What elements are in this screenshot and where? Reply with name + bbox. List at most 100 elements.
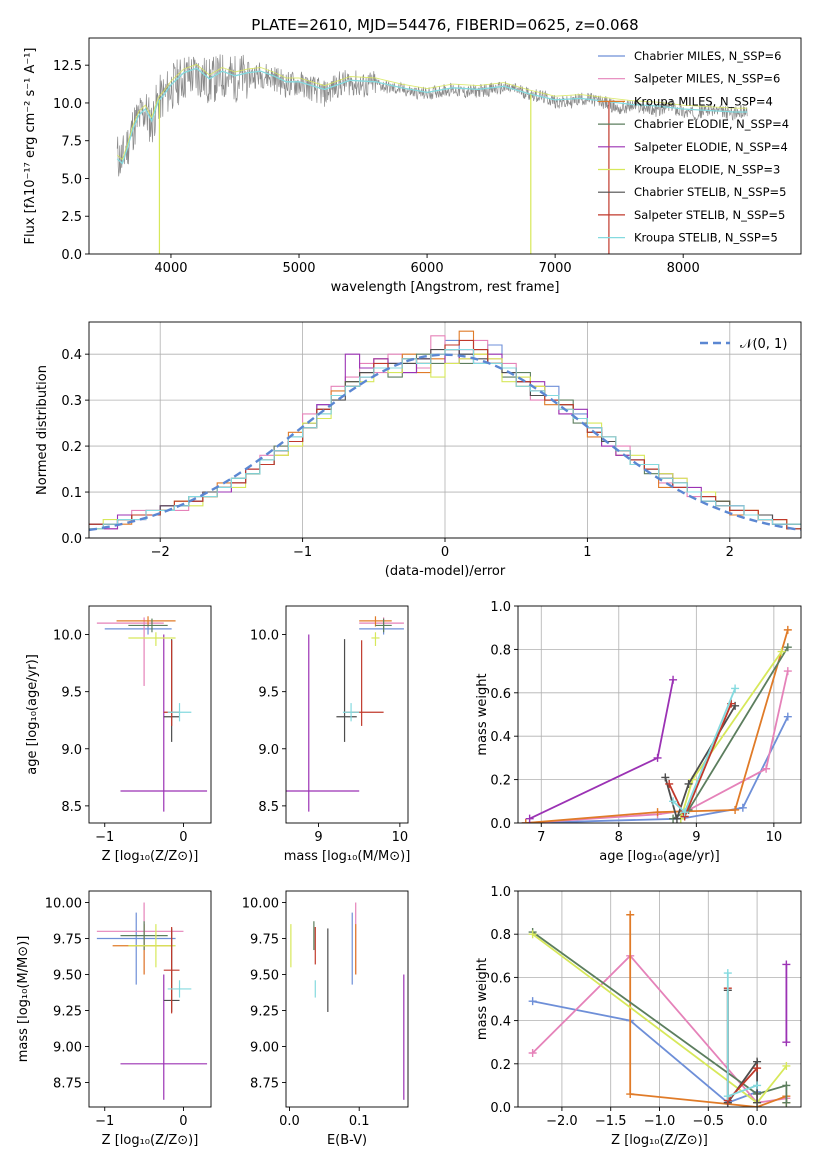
y-tick-label: 9.50 [250, 969, 279, 984]
x-tick-label: 0.1 [349, 1114, 370, 1129]
axes-frame [285, 605, 409, 824]
errorbar-point [128, 632, 176, 646]
weight-marker [669, 675, 678, 684]
x-tick-label: 0 [441, 545, 449, 560]
y-tick-label: 9.00 [53, 1041, 82, 1056]
weight-marker [723, 969, 732, 978]
weight-series-line [531, 954, 787, 1104]
weight-series [782, 960, 791, 1047]
x-axis-label: Z [log₁₀(Z/Z⊙)] [102, 1133, 199, 1148]
y-axis-label: mass weight [475, 958, 490, 1040]
x-tick-label: 2 [726, 545, 734, 560]
axes-frame [517, 605, 802, 824]
weight-series-line [532, 931, 788, 1103]
weight-marker [521, 819, 530, 823]
weight-marker [665, 779, 674, 788]
y-tick-label: 9.5 [258, 686, 279, 701]
x-axis-label: E(B-V) [327, 1133, 367, 1148]
model-spectrum-line-alt [116, 63, 748, 161]
weight-marker [626, 910, 635, 919]
weight-marker [528, 1049, 537, 1057]
y-tick-label: 7.5 [61, 135, 82, 150]
errorbar-point [96, 912, 176, 985]
y-axis-label: mass [log₁₀(M/M⊙)] [16, 936, 31, 1063]
legend-label: Kroupa MILES, N_SSP=4 [634, 94, 773, 108]
weight-marker [669, 797, 678, 806]
x-tick-label: 6000 [411, 261, 444, 276]
y-tick-label: 1.0 [490, 885, 511, 900]
y-tick-label: 10.0 [250, 629, 279, 644]
weight-marker [672, 814, 681, 823]
axes-frame [88, 605, 212, 824]
errorbar-point [371, 632, 380, 646]
weight-marker [525, 814, 534, 823]
weight-marker [762, 764, 771, 773]
x-tick-label: 0.0 [279, 1114, 300, 1129]
errorbar-point [342, 703, 360, 722]
weight-marker [782, 1081, 791, 1090]
y-tick-label: 0.0 [490, 817, 511, 832]
plot-area [286, 616, 404, 812]
weight-marker [753, 1098, 762, 1107]
weight-marker [782, 1038, 791, 1047]
y-tick-label: 0.0 [490, 1101, 511, 1116]
y-tick-label: 0.3 [61, 394, 82, 409]
x-axis-label: mass [log₁₀(M/M⊙)] [284, 849, 411, 864]
x-tick-label: 5000 [282, 261, 315, 276]
errorbar-point [336, 639, 357, 742]
y-tick-label: 0.4 [490, 730, 511, 745]
age-vs-metallicity-panel: −1 0 8.5 9.0 9.5 10.0 Z [log₁₀(Z/Z⊙)] age [log₁… [25, 605, 212, 864]
weight-marker [731, 684, 740, 693]
x-tick-label: −1 [95, 1114, 114, 1129]
weight-marker [783, 667, 792, 676]
weight-vs-metallicity-panel: −2.0 −1.5 −1.0 −0.5 0.0 0.0 0.2 0.4 0.6 0.8 1.0 Z [… [475, 885, 802, 1148]
y-tick-label: 0.1 [61, 486, 82, 501]
weight-marker [782, 1098, 791, 1107]
errorbar-point [163, 927, 180, 1014]
y-tick-label: 10.0 [53, 629, 82, 644]
weight-marker [782, 960, 791, 969]
y-tick-label: 8.5 [258, 800, 279, 815]
y-tick-label: 12.5 [53, 59, 82, 74]
x-tick-label: 7 [537, 830, 545, 845]
weight-marker [661, 773, 670, 782]
age-vs-mass-panel: 9 10 8.5 9.0 9.5 10.0 mass [log₁₀(M/M⊙)] [250, 605, 411, 864]
mass-vs-extinction-panel: 0.0 0.1 8.75 9.00 9.25 9.50 9.75 10.00 E(B-V) [242, 890, 409, 1148]
y-tick-label: 10.0 [53, 97, 82, 112]
x-tick-label: 4000 [154, 261, 187, 276]
errorbar-point [128, 924, 176, 968]
y-tick-label: 0.0 [61, 248, 82, 263]
x-tick-label: −2.0 [546, 1114, 578, 1129]
weight-marker [783, 712, 792, 721]
weight-marker [653, 753, 662, 762]
weight-marker [777, 647, 786, 656]
errorbar-point [120, 974, 208, 1100]
errorbar-point [286, 634, 360, 812]
x-tick-label: −1 [95, 830, 114, 845]
y-tick-label: 0.8 [490, 643, 511, 658]
legend-label: Kroupa STELIB, N_SSP=5 [634, 231, 778, 245]
axes-frame [88, 37, 802, 255]
x-tick-label: 0.0 [747, 1114, 768, 1129]
weight-marker [653, 808, 662, 817]
y-tick-label: 8.5 [61, 800, 82, 815]
y-tick-label: 8.75 [250, 1077, 279, 1092]
x-tick-label: −0.5 [693, 1114, 725, 1129]
weight-marker [753, 1081, 762, 1090]
errorbar-point [96, 617, 164, 686]
x-tick-label: −1 [293, 545, 312, 560]
axes-frame [88, 890, 212, 1108]
weight-marker [684, 779, 693, 788]
y-tick-label: 0.6 [490, 971, 511, 986]
weight-marker [783, 643, 792, 652]
x-tick-label: −2 [151, 545, 170, 560]
plot-area [96, 902, 208, 1100]
chart-title: PLATE=2610, MJD=54476, FIBERID=0625, z=0… [251, 16, 638, 34]
y-tick-label: 9.0 [61, 743, 82, 758]
plot-area [528, 910, 791, 1107]
x-tick-label: 8 [615, 830, 623, 845]
x-axis-label: (data-model)/error [385, 564, 506, 579]
y-tick-label: 0.6 [490, 687, 511, 702]
x-axis-label: wavelength [Angstrom, rest frame] [331, 280, 560, 295]
observed-spectrum-line [116, 54, 748, 177]
